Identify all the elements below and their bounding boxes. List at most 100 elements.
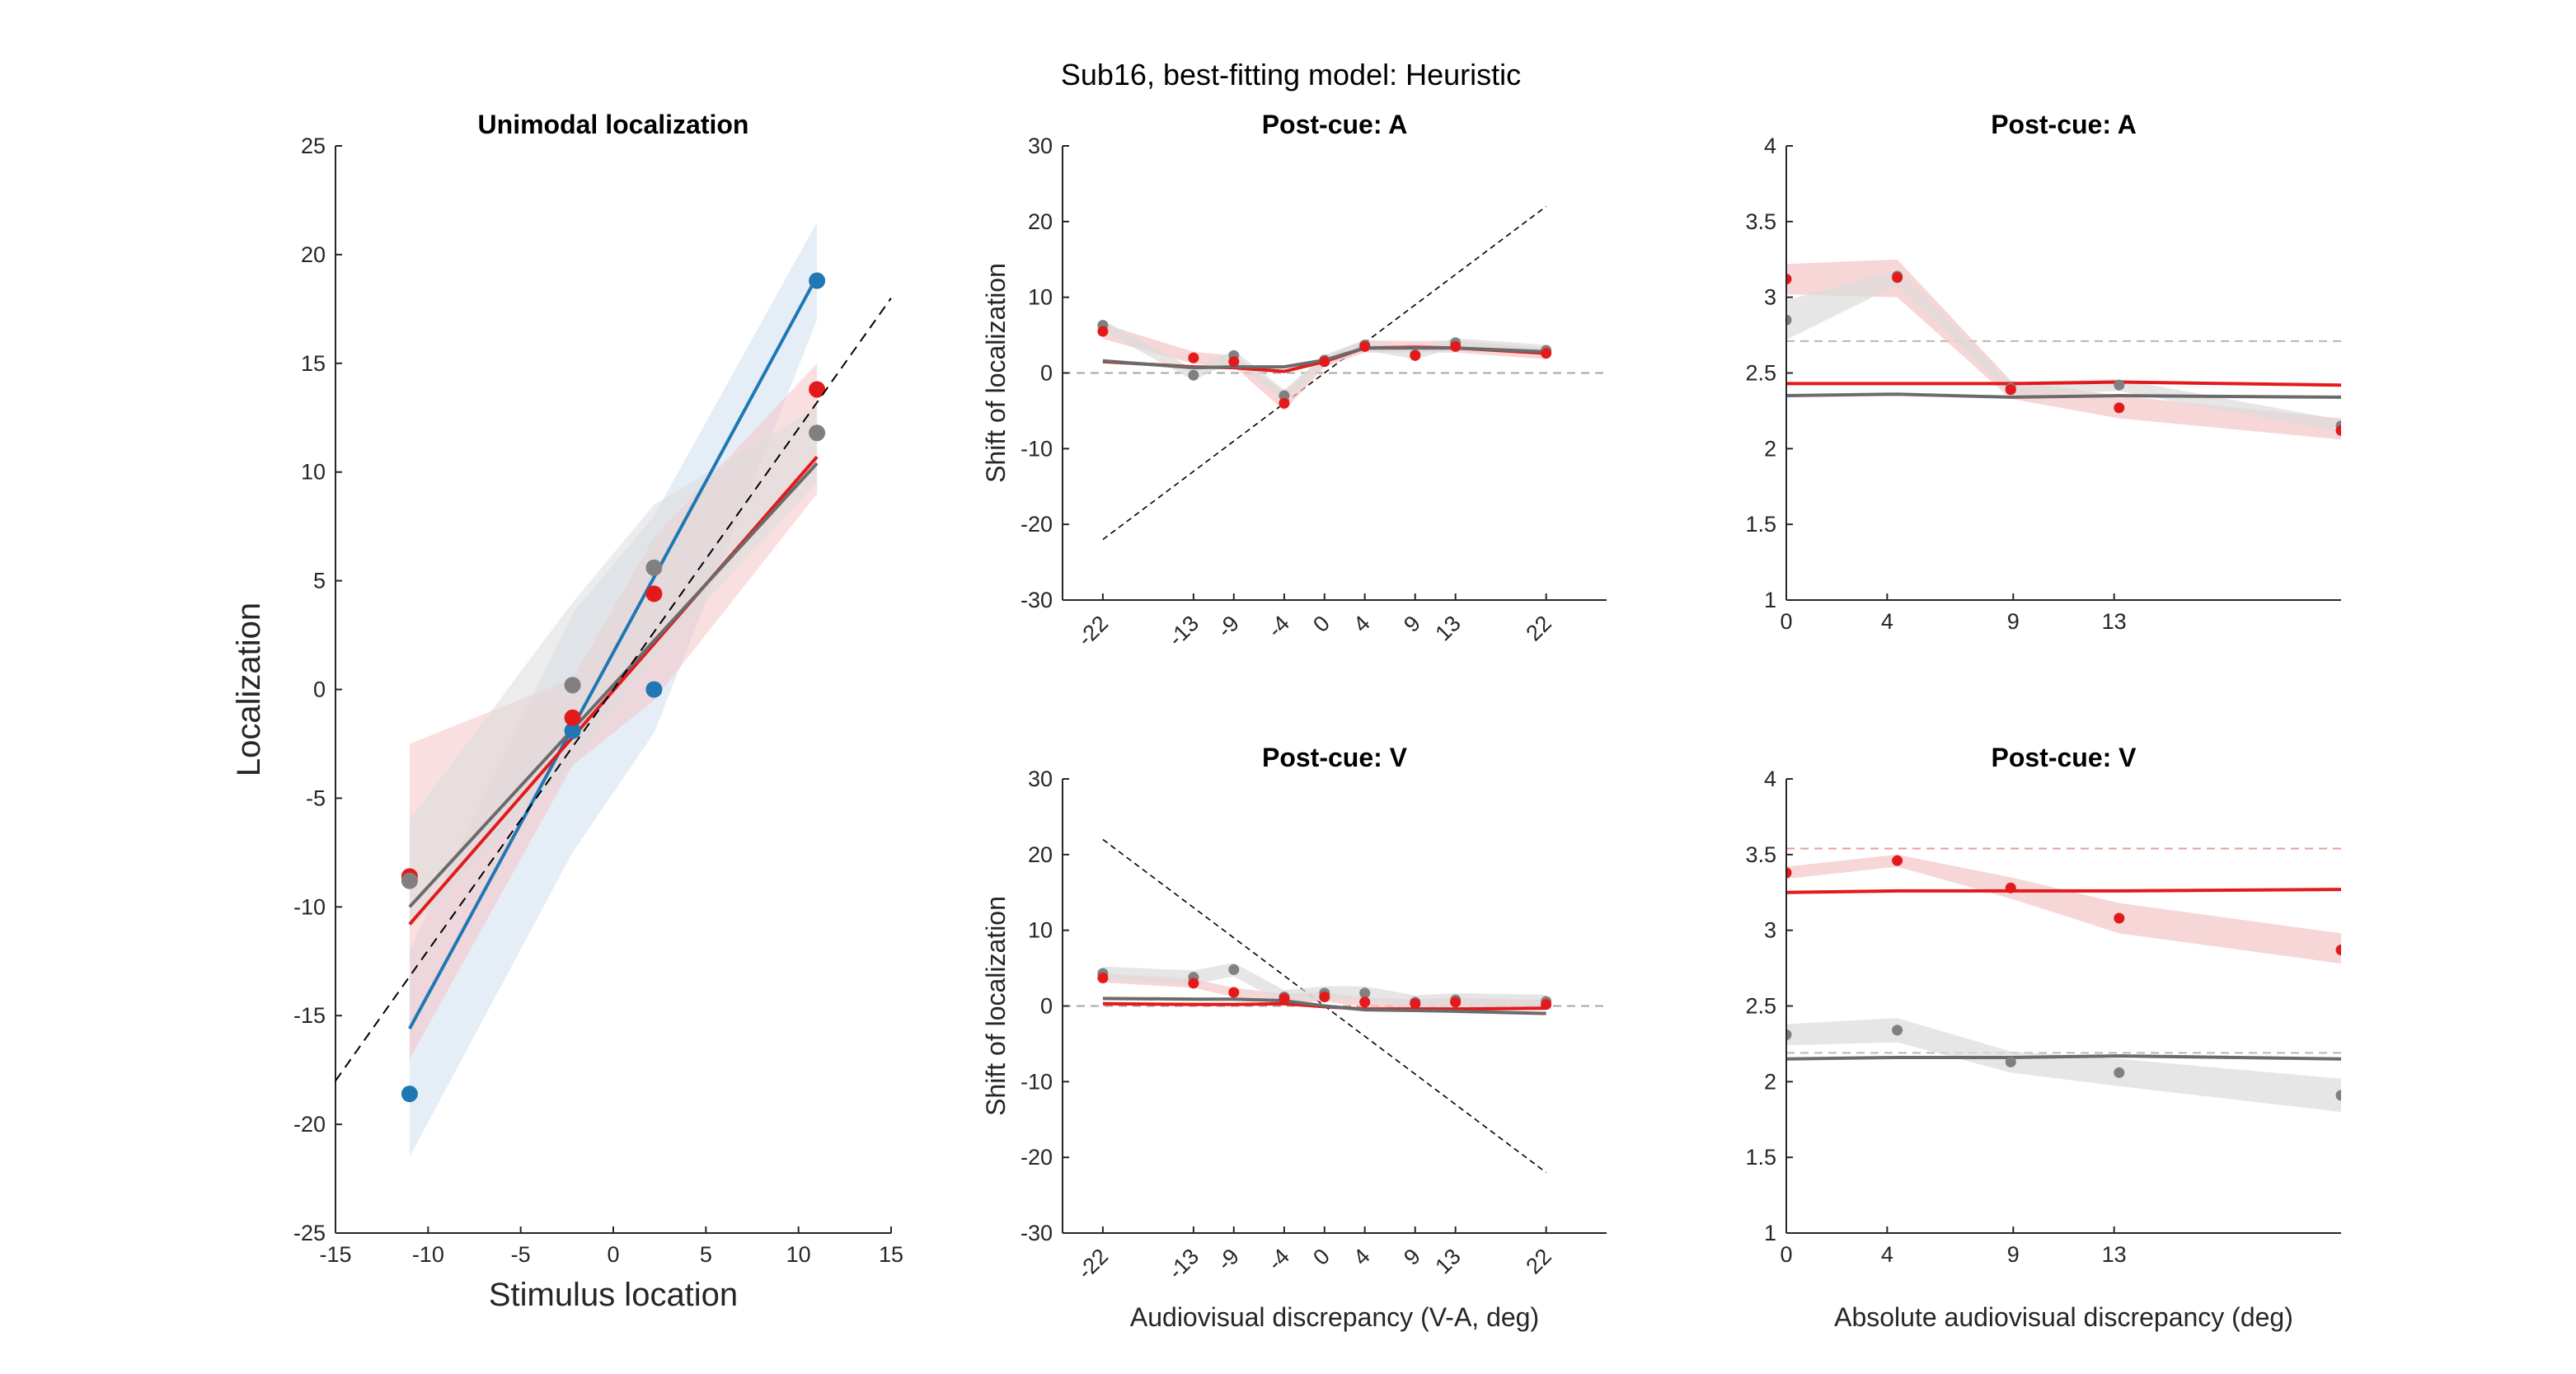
y-tick-label: 1 (1764, 1221, 1776, 1245)
data-point-gray (1786, 314, 1792, 326)
plots-layer: Unimodal localization-25-20-15-10-505101… (231, 110, 2341, 1332)
data-point-red (1359, 340, 1371, 352)
x-tick-label: 10 (786, 1242, 811, 1267)
x-tick-label: 13 (2102, 609, 2127, 634)
x-tick-label: 0 (1780, 609, 1792, 634)
y-tick-label: 20 (1028, 842, 1053, 867)
data-point-red (2114, 912, 2125, 924)
x-tick-label: -22 (1072, 1244, 1113, 1284)
data-point-blue (401, 1086, 418, 1103)
data-point-gray (401, 872, 418, 889)
y-tick-label: 3 (1764, 918, 1776, 943)
x-tick-label: 9 (1399, 1244, 1425, 1270)
data-point-blue (645, 681, 663, 698)
data-point-gray (2335, 1090, 2341, 1101)
y-tick-label: 2.5 (1745, 994, 1776, 1019)
y-tick-label: 15 (301, 351, 326, 376)
x-tick-label: 9 (2007, 1242, 2020, 1267)
y-tick-label: 25 (301, 134, 326, 158)
x-tick-label: -22 (1072, 611, 1113, 651)
y-tick-label: 1.5 (1745, 512, 1776, 537)
y-tick-label: 3.5 (1745, 842, 1776, 867)
y-axis-label: Shift of localization (981, 896, 1011, 1116)
plot-area-shiftV (1063, 838, 1607, 1174)
data-point-red (1892, 272, 1903, 284)
y-tick-label: 30 (1028, 134, 1053, 158)
data-point-gray (1786, 1029, 1792, 1040)
x-tick-label: 15 (879, 1242, 903, 1267)
y-tick-label: -25 (293, 1221, 326, 1245)
data-point-red (2005, 384, 2016, 396)
data-point-red (2335, 424, 2341, 436)
x-tick-label: 0 (607, 1242, 619, 1267)
y-tick-label: -20 (1021, 1145, 1053, 1170)
data-point-gray (2114, 1067, 2125, 1078)
plot-area-varA (1786, 259, 2341, 440)
x-tick-label: -4 (1263, 611, 1294, 642)
x-tick-label: 0 (1308, 1244, 1335, 1270)
data-point-red (1097, 326, 1109, 337)
y-tick-label: 4 (1764, 134, 1776, 158)
y-tick-label: 10 (1028, 918, 1053, 943)
x-tick-label: 5 (700, 1242, 712, 1267)
y-tick-label: 1.5 (1745, 1145, 1776, 1170)
data-point-gray (1188, 369, 1199, 381)
x-tick-label: 0 (1780, 1242, 1792, 1267)
fit-line-blue (408, 275, 819, 1029)
data-point-red (2005, 882, 2016, 893)
data-point-blue (809, 272, 826, 289)
data-point-gray (1279, 390, 1290, 401)
figure-suptitle: Sub16, best-fitting model: Heuristic (1061, 58, 1521, 91)
panel-varA: Post-cue: A 1 1.5 2 2.5 3 3.5 4 0 4 9 13 (1745, 110, 2341, 634)
data-point-red (1450, 997, 1462, 1008)
panel-title: Post-cue: V (1991, 743, 2137, 772)
data-point-red (809, 381, 826, 398)
model-line-gray (1786, 392, 2341, 399)
data-point-red (1228, 356, 1240, 368)
error-band-gray (1786, 270, 2341, 433)
y-tick-label: 0 (1040, 361, 1053, 386)
data-point-gray (2005, 1056, 2016, 1067)
panel-title: Post-cue: V (1262, 743, 1408, 772)
x-tick-label: -10 (412, 1242, 444, 1267)
data-point-red (1188, 352, 1199, 363)
data-point-red (645, 585, 663, 603)
data-point-red (2335, 945, 2341, 956)
error-band-red (1786, 854, 2341, 964)
data-point-red (1410, 998, 1421, 1010)
x-tick-label: -13 (1163, 611, 1204, 651)
y-tick-label: -15 (293, 1003, 326, 1028)
x-tick-label: 22 (1521, 611, 1555, 645)
x-tick-label: 13 (1430, 1244, 1465, 1278)
data-point-gray (1228, 964, 1240, 975)
data-point-gray (1892, 1025, 1903, 1036)
data-point-red (1279, 992, 1290, 1004)
data-point-gray (645, 559, 663, 576)
data-point-red (1410, 349, 1421, 361)
x-tick-label: 4 (1349, 611, 1375, 637)
y-axis-label: Shift of localization (981, 263, 1011, 483)
error-band-gray (1102, 963, 1546, 1010)
plot-area-varV (1786, 847, 2341, 1113)
confidence-band-gray (409, 406, 818, 929)
identity-line (335, 298, 892, 1081)
data-point-red (564, 709, 581, 726)
x-tick-label: 9 (2007, 609, 2020, 634)
data-point-gray (2114, 379, 2125, 391)
y-tick-label: 10 (1028, 285, 1053, 310)
y-tick-label: -30 (1021, 1221, 1053, 1245)
model-line-gray (1102, 997, 1546, 1015)
panel-varV: Post-cue: V 1 1.5 2 2.5 3 3.5 4 0 4 9 13 Absolute au… (1745, 743, 2341, 1332)
data-point-red (1541, 999, 1552, 1011)
x-tick-label: -5 (511, 1242, 531, 1267)
y-tick-label: 30 (1028, 767, 1053, 791)
y-tick-label: 20 (1028, 209, 1053, 234)
y-tick-label: -30 (1021, 588, 1053, 612)
x-tick-label: -4 (1263, 1244, 1294, 1275)
y-tick-label: 2.5 (1745, 361, 1776, 386)
x-tick-label: 9 (1399, 611, 1425, 637)
data-point-red (1279, 397, 1290, 409)
data-point-red (1188, 978, 1199, 989)
